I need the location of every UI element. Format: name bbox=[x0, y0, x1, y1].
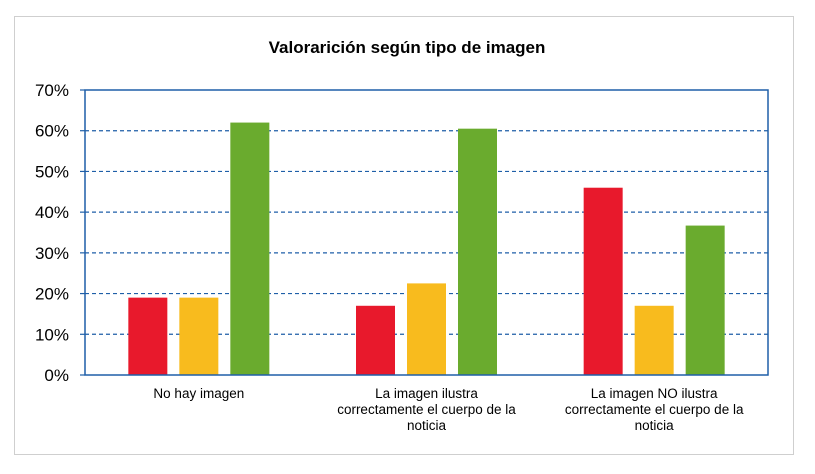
bar bbox=[407, 283, 446, 375]
chart-frame bbox=[14, 16, 794, 455]
bar bbox=[634, 305, 674, 375]
y-tick-label: 70% bbox=[35, 81, 69, 100]
y-tick-label: 20% bbox=[35, 285, 69, 304]
x-category-label: La imagen NO ilustra bbox=[591, 386, 718, 401]
x-category-label: noticia bbox=[407, 418, 447, 433]
y-tick-label: 10% bbox=[35, 325, 69, 344]
y-tick-label: 0% bbox=[44, 366, 69, 385]
x-category-label: correctamente el cuerpo de la bbox=[337, 402, 516, 417]
axes bbox=[80, 89, 769, 376]
x-category-label: noticia bbox=[635, 418, 675, 433]
chart-title: Valorarición según tipo de imagen bbox=[269, 38, 546, 57]
x-category-label: La imagen ilustra bbox=[375, 386, 478, 401]
y-tick-label: 50% bbox=[35, 162, 69, 181]
x-category-label: No hay imagen bbox=[153, 386, 244, 401]
bar bbox=[583, 187, 623, 375]
x-category-labels: No hay imagen La imagen ilustracorrectame… bbox=[153, 386, 744, 433]
y-tick-label: 30% bbox=[35, 244, 69, 263]
bar bbox=[128, 297, 168, 375]
bar bbox=[458, 128, 497, 375]
bar bbox=[356, 305, 395, 375]
y-tick-label: 60% bbox=[35, 122, 69, 141]
y-tick-label: 40% bbox=[35, 203, 69, 222]
bar bbox=[179, 297, 219, 375]
plot-area-border bbox=[84, 89, 769, 376]
bar bbox=[230, 122, 270, 375]
x-category-label: correctamente el cuerpo de la bbox=[565, 402, 744, 417]
bars bbox=[128, 122, 725, 375]
bar bbox=[685, 225, 725, 375]
y-tick-labels: 0% 10% 20% 30% 40% 50% 60% 70% bbox=[35, 81, 69, 385]
